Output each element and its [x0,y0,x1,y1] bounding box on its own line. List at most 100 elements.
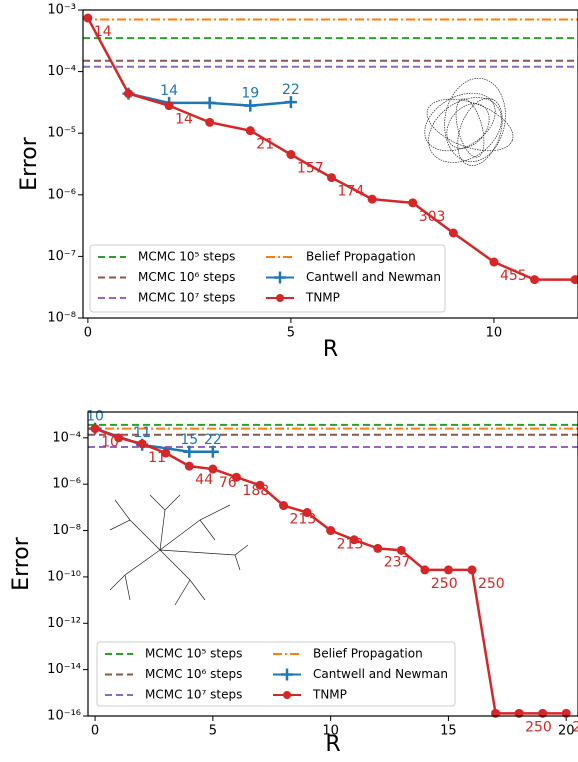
point-label: 44 [195,472,213,488]
point [123,89,133,99]
point [206,445,219,458]
x-tick-label: 0 [84,326,92,341]
y-tick-label: 10⁻¹² [47,616,81,631]
point-label: 14 [94,24,112,40]
legend-label: MCMC 10⁵ steps [145,647,242,661]
point [284,96,297,109]
point-label: 455 [500,268,527,284]
legend-label: MCMC 10⁷ steps [145,688,242,702]
y-axis-label: Error [9,536,34,591]
point [448,228,458,238]
y-axis-label: Error [17,136,42,191]
y-tick-label: 10⁻³ [47,3,76,18]
point-label: 76 [219,475,237,491]
x-tick-label: 0 [91,724,99,739]
legend-label: TNMP [305,291,340,305]
point [161,448,171,458]
legend-label: Cantwell and Newman [313,667,448,681]
point [184,461,194,471]
x-tick-label: 10 [486,326,503,341]
point [349,535,359,545]
point-label: 303 [419,209,446,225]
point [203,96,216,109]
point [90,424,100,434]
network-inset [424,77,514,166]
point [367,194,377,204]
point-label: 250 [572,719,578,735]
legend-label: MCMC 10⁵ steps [138,250,235,264]
legend-marker [274,271,286,284]
x-tick-label: 20 [558,724,575,739]
point-label: 250 [478,576,505,592]
tree-inset [109,494,249,606]
point [183,445,196,458]
point [244,99,257,112]
y-tick-label: 10⁻⁵ [47,126,76,141]
point-label: 250 [431,576,458,592]
y-tick-label: 10⁻⁶ [52,477,81,492]
legend-label: TNMP [312,688,347,702]
y-tick-label: 10⁻⁷ [47,249,76,264]
point [137,439,147,449]
point [279,501,289,511]
x-tick-label: 10 [322,724,339,739]
point [231,472,241,482]
plot-frame [82,9,578,319]
point-label: 174 [338,184,365,200]
y-tick-label: 10⁻¹⁰ [47,569,81,584]
point [302,508,312,518]
legend-marker [276,294,284,302]
point-label: 22 [204,432,222,448]
legend-label: MCMC 10⁶ steps [138,270,235,284]
point-label: 250 [525,719,552,735]
point [205,117,215,127]
y-tick-label: 10⁻¹⁶ [47,709,81,724]
x-tick-label: 15 [440,724,457,739]
plot-frame [87,411,578,717]
legend-label: Cantwell and Newman [306,270,441,284]
point [489,257,499,267]
point [373,543,383,553]
legend-marker [283,691,291,699]
point-label: 157 [297,161,324,177]
point [255,480,265,490]
point-label: 22 [282,82,300,98]
point [467,565,477,575]
point [286,150,296,160]
point-label: 21 [256,137,274,153]
legend-marker [281,668,293,681]
point [570,275,578,285]
point-label: 15 [180,432,198,448]
point-label: 14 [160,83,178,99]
point-label: 10 [86,409,104,425]
point [420,565,430,575]
point [245,126,255,136]
point [443,565,453,575]
legend-label: Belief Propagation [306,250,416,264]
x-tick-label: 5 [287,326,295,341]
point [83,13,93,23]
point [208,464,218,474]
point-label: 14 [175,112,193,128]
y-tick-label: 10⁻⁸ [52,523,81,538]
point [164,101,174,111]
point [396,545,406,555]
point-label: 237 [384,554,411,570]
x-axis-label: R [325,732,340,757]
point [326,526,336,536]
point [114,433,124,443]
point-label: 19 [241,86,259,102]
x-tick-label: 5 [209,724,217,739]
point [530,275,540,285]
y-tick-label: 10⁻⁶ [47,187,76,202]
y-tick-label: 10⁻⁸ [47,311,76,326]
point-label: 11 [133,425,151,441]
legend-label: Belief Propagation [313,647,423,661]
point [408,198,418,208]
legend-label: MCMC 10⁷ steps [138,291,235,305]
x-axis-label: R [323,337,338,362]
legend-label: MCMC 10⁶ steps [145,667,242,681]
y-tick-label: 10⁻⁴ [47,64,76,79]
y-tick-label: 10⁻⁴ [52,430,81,445]
